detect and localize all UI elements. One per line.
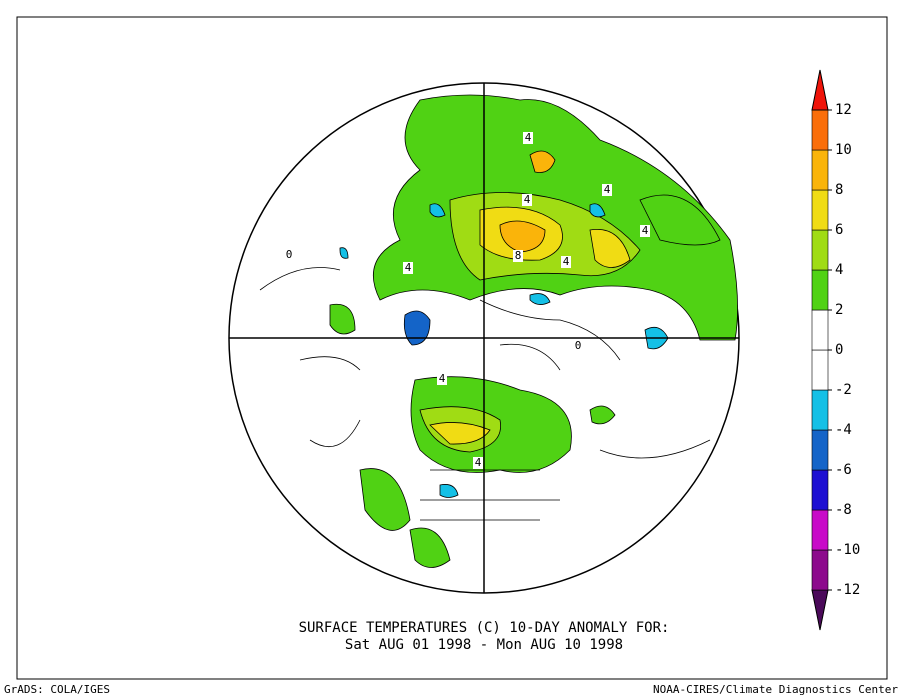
colorbar: -12 -10 -8 -6 -4 -2 0 2 4 6 8 10 12 [811, 69, 860, 631]
colorbar-tick-label: -12 [835, 582, 860, 598]
colorbar-segment [811, 269, 829, 311]
contour-label-bg [473, 457, 483, 469]
colorbar-tick-label: 0 [835, 342, 843, 358]
contour-label: 0 [575, 339, 582, 352]
colorbar-segment [811, 349, 829, 391]
contour-labels: 4 4 4 4 8 4 4 0 0 4 4 [284, 131, 650, 469]
colorbar-segment [811, 509, 829, 551]
colorbar-segment [811, 229, 829, 271]
colorbar-tick-label: 2 [835, 302, 843, 318]
contour-label-bg [522, 194, 532, 206]
colorbar-tick-label: 4 [835, 262, 843, 278]
contour-label: 4 [524, 193, 531, 206]
contour-label: 0 [286, 248, 293, 261]
footer-right: NOAA-CIRES/Climate Diagnostics Center [653, 683, 898, 696]
contour-label-bg [561, 256, 571, 268]
contour-label: 4 [642, 224, 649, 237]
title-line-2: Sat AUG 01 1998 - Mon AUG 10 1998 [345, 637, 623, 653]
colorbar-segment [811, 549, 829, 591]
footer-left: GrADS: COLA/IGES [4, 683, 110, 696]
contour-label-bg [403, 262, 413, 274]
colorbar-segment [811, 309, 829, 351]
colorbar-tick-label: -6 [835, 462, 852, 478]
polar-map [228, 82, 740, 594]
colorbar-tick-label: -10 [835, 542, 860, 558]
contour-label-bg [513, 250, 523, 262]
contour-label: 4 [405, 261, 412, 274]
colorbar-segment [811, 149, 829, 191]
contour-label-bg [573, 340, 583, 352]
colorbar-segment [811, 429, 829, 471]
colorbar-segment [811, 109, 829, 151]
colorbar-tick-label: -8 [835, 502, 852, 518]
contour-label: 4 [525, 131, 532, 144]
contour-label: 4 [604, 183, 611, 196]
colorbar-segment [811, 389, 829, 431]
colorbar-tick-label: -2 [835, 382, 852, 398]
colorbar-tick-label: 8 [835, 182, 843, 198]
colorbar-tick-label: 10 [835, 142, 852, 158]
colorbar-segment [811, 469, 829, 511]
contour-label: 4 [439, 372, 446, 385]
colorbar-extend-high [811, 69, 829, 111]
contour-label: 4 [475, 456, 482, 469]
colorbar-segment [811, 189, 829, 231]
colorbar-tick-label: 6 [835, 222, 843, 238]
colorbar-tick-label: 12 [835, 102, 852, 118]
contour-label: 8 [515, 249, 522, 262]
contour-label-bg [602, 184, 612, 196]
contour-label-bg [437, 373, 447, 385]
title-line-1: SURFACE TEMPERATURES (C) 10-DAY ANOMALY … [299, 620, 670, 636]
contour-label-bg [640, 225, 650, 237]
colorbar-tick-label: -4 [835, 422, 852, 438]
contour-label: 4 [563, 255, 570, 268]
contour-label-bg [523, 132, 533, 144]
contour-label-bg [284, 249, 294, 261]
